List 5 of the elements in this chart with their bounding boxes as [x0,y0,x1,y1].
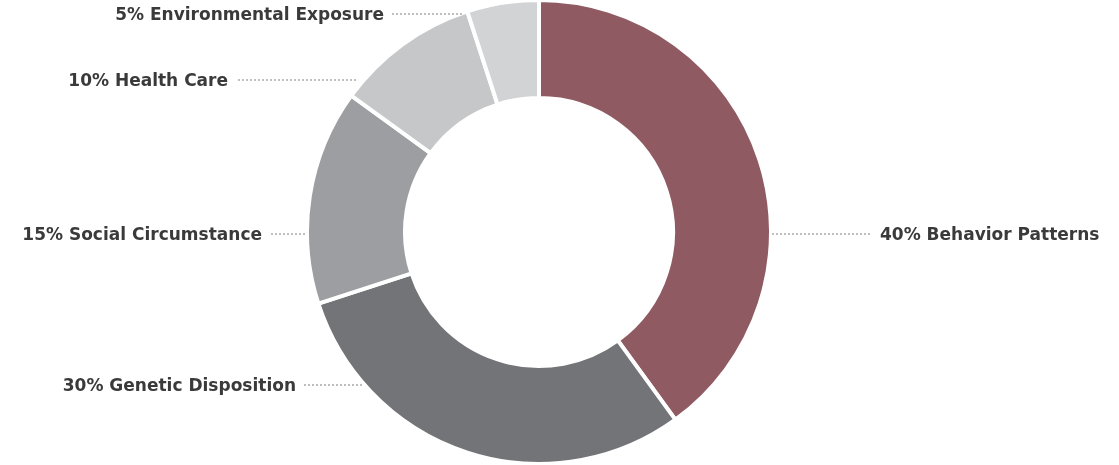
slice-label: 40% Behavior Patterns [880,224,1100,244]
slice-label: 30% Genetic Disposition [62,375,296,395]
slice-label: 15% Social Circumstance [22,224,262,244]
slice-label: 5% Environmental Exposure [115,4,384,24]
slice-label: 10% Health Care [68,70,228,90]
